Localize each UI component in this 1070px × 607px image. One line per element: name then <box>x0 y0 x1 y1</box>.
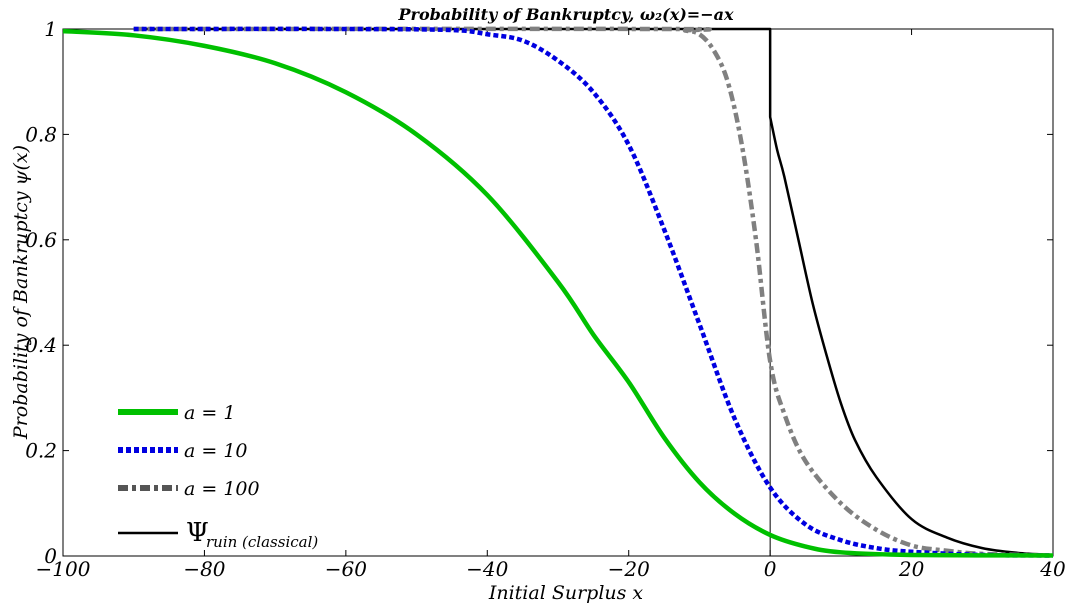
y-axis-label: Probability of Bankruptcy ψ(x) <box>10 145 32 440</box>
y-tick-label: 1 <box>44 17 57 41</box>
x-tick-label: 20 <box>898 557 925 581</box>
chart-title: Probability of Bankruptcy, ω₂(x)=−ax <box>397 5 733 24</box>
y-tick-label: 0.4 <box>25 333 57 357</box>
y-tick-label: 0.8 <box>25 122 57 146</box>
plot-frame <box>62 28 1054 557</box>
x-axis-label: Initial Surplus x <box>488 582 644 604</box>
y-tick-label: 0.2 <box>25 439 57 463</box>
x-tick-label: −80 <box>183 557 225 581</box>
axes <box>62 28 1054 557</box>
x-tick-label: 0 <box>764 557 777 581</box>
plot-area <box>62 26 1054 558</box>
ticks: −100 −80 −60 −40 −20 0 20 40 0 0.2 0.4 0.6 0.8 1 <box>25 17 1066 581</box>
x-tick-label: −100 <box>36 557 91 581</box>
legend-label-0: a = 1 <box>184 402 235 424</box>
x-tick-label: −20 <box>608 557 650 581</box>
series-line-3 <box>133 27 1054 557</box>
legend-label-2: a = 100 <box>184 478 260 500</box>
y-tick-label: 0 <box>44 544 57 568</box>
series-line-0 <box>62 28 1054 558</box>
x-tick-label: −40 <box>466 557 508 581</box>
legend-label-1: a = 10 <box>184 440 248 462</box>
x-tick-label: 40 <box>1039 557 1066 581</box>
x-tick-label: −60 <box>325 557 367 581</box>
legend-label-3: Ψ <box>186 518 209 548</box>
series-line-1 <box>133 26 1054 558</box>
y-tick-label: 0.6 <box>25 228 57 252</box>
legend-sublabel-3: ruin (classical) <box>206 533 318 551</box>
series-line-2 <box>133 26 1054 558</box>
